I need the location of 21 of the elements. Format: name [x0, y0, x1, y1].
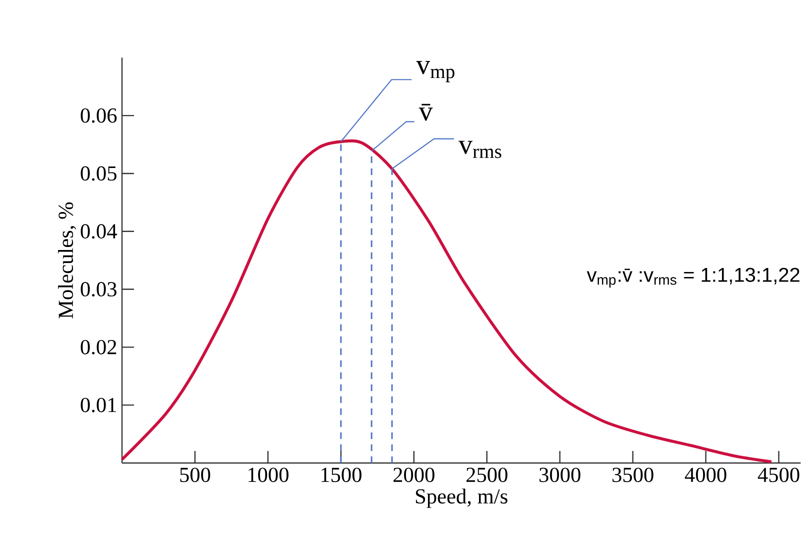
x-tick-label: 1500 — [321, 468, 362, 482]
x-tick-label: 2500 — [466, 468, 508, 482]
ref-line-label: v$_{mp}$ — [416, 61, 454, 82]
x-tick-label: 3000 — [540, 468, 580, 482]
y-tick-label: 0.01 — [80, 398, 116, 412]
y-tick-label: 0.05 — [80, 166, 116, 181]
x-axis-title: Speed, m/s — [416, 488, 508, 508]
x-tick-label: 3500 — [612, 468, 654, 482]
y-tick-label: 0.02 — [80, 340, 116, 354]
y-tick-label: 0.04 — [80, 224, 117, 239]
ref-line-label: v̄ — [418, 104, 433, 121]
x-tick-label: 1000 — [248, 468, 288, 482]
y-tick-label: 0.06 — [80, 108, 117, 123]
y-tick-label: 0.03 — [80, 282, 116, 297]
x-tick-label: 4000 — [684, 468, 726, 482]
annotation: v$_{mp}$:v̄ :v$_{rms}$ = 1:1,13:1,22 — [586, 268, 800, 288]
x-tick-label: 500 — [180, 468, 210, 482]
x-tick-label: 4500 — [758, 468, 800, 482]
x-tick-label: 2000 — [394, 468, 434, 482]
ref-line-label: v$_{rms}$ — [458, 140, 502, 158]
y-axis-title: Molecules, % — [58, 202, 76, 318]
